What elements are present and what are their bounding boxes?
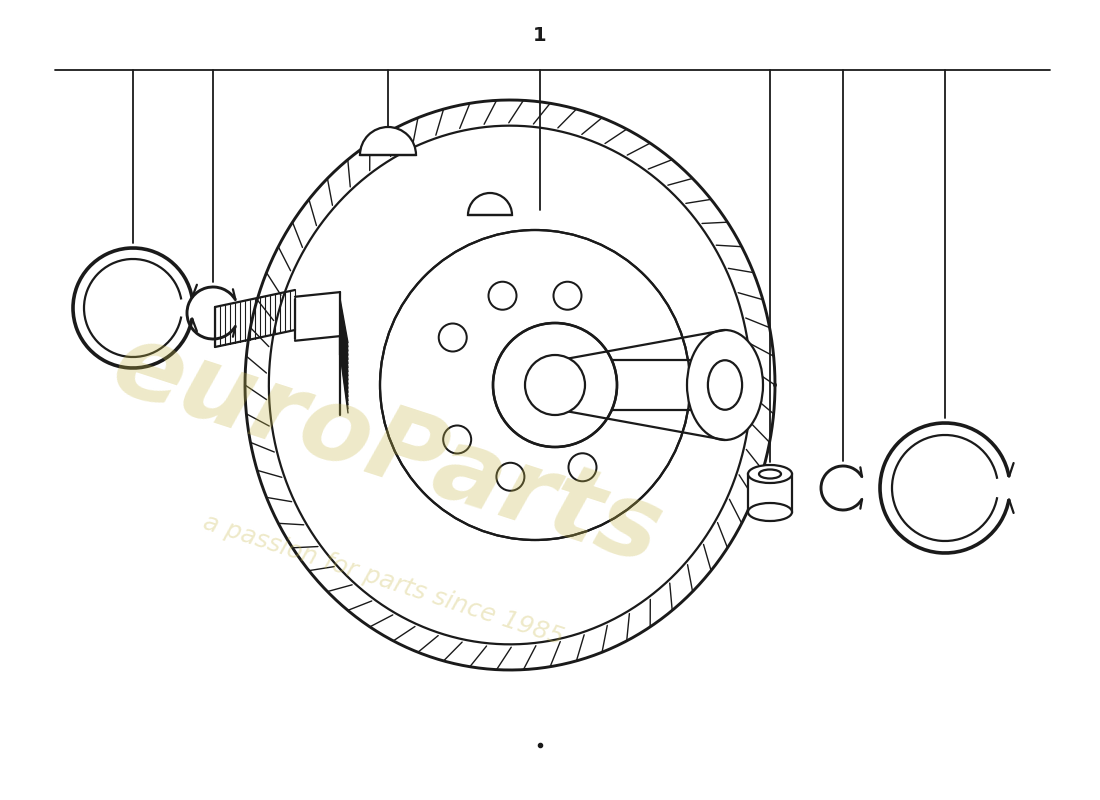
Circle shape <box>569 454 596 482</box>
Text: 1: 1 <box>534 26 547 45</box>
Text: a passion for parts since 1985: a passion for parts since 1985 <box>200 510 566 650</box>
Ellipse shape <box>759 470 781 478</box>
Circle shape <box>553 282 582 310</box>
Ellipse shape <box>748 465 792 483</box>
Wedge shape <box>360 127 416 155</box>
Circle shape <box>379 230 690 540</box>
Bar <box>560 360 705 410</box>
Text: euroParts: euroParts <box>100 314 674 586</box>
Circle shape <box>496 462 525 490</box>
Ellipse shape <box>708 360 742 410</box>
Bar <box>748 474 792 512</box>
Wedge shape <box>468 193 512 215</box>
Ellipse shape <box>688 330 763 440</box>
Circle shape <box>493 323 617 447</box>
Circle shape <box>488 282 517 310</box>
Ellipse shape <box>748 503 792 521</box>
Circle shape <box>525 355 585 415</box>
Circle shape <box>443 426 471 454</box>
Circle shape <box>439 323 466 351</box>
